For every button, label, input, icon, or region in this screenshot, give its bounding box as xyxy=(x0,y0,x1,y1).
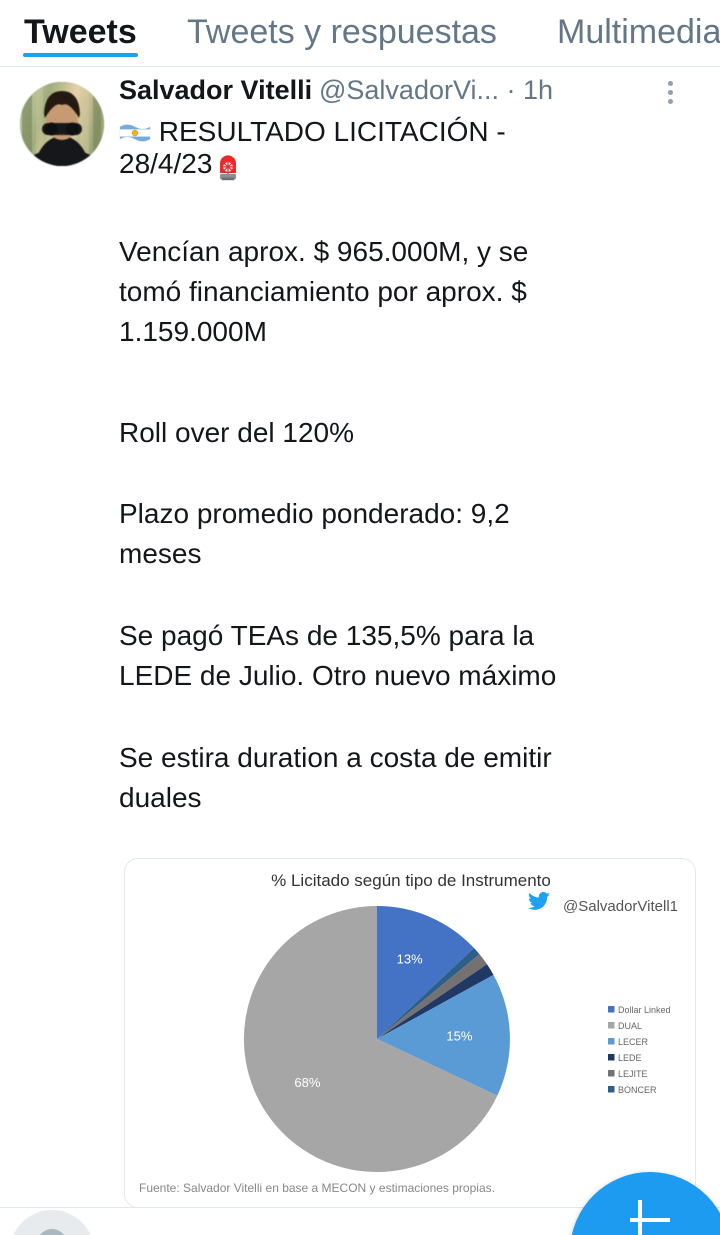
svg-text:68%: 68% xyxy=(294,1075,320,1090)
svg-text:Dollar Linked: Dollar Linked xyxy=(618,1005,671,1015)
svg-text:LEJITE: LEJITE xyxy=(618,1069,648,1079)
svg-text:LEDE: LEDE xyxy=(618,1053,642,1063)
svg-text:LECER: LECER xyxy=(618,1037,649,1047)
svg-text:BONCER: BONCER xyxy=(618,1085,657,1095)
svg-text:% Licitado según tipo de Instr: % Licitado según tipo de Instrumento xyxy=(271,871,551,890)
svg-text:13%: 13% xyxy=(397,951,423,966)
svg-text:@SalvadorVitell1: @SalvadorVitell1 xyxy=(563,898,678,915)
svg-text:15%: 15% xyxy=(446,1028,472,1043)
svg-text:Fuente: Salvador Vitelli en ba: Fuente: Salvador Vitelli en base a MECON… xyxy=(139,1181,495,1195)
svg-text:DUAL: DUAL xyxy=(618,1021,642,1031)
